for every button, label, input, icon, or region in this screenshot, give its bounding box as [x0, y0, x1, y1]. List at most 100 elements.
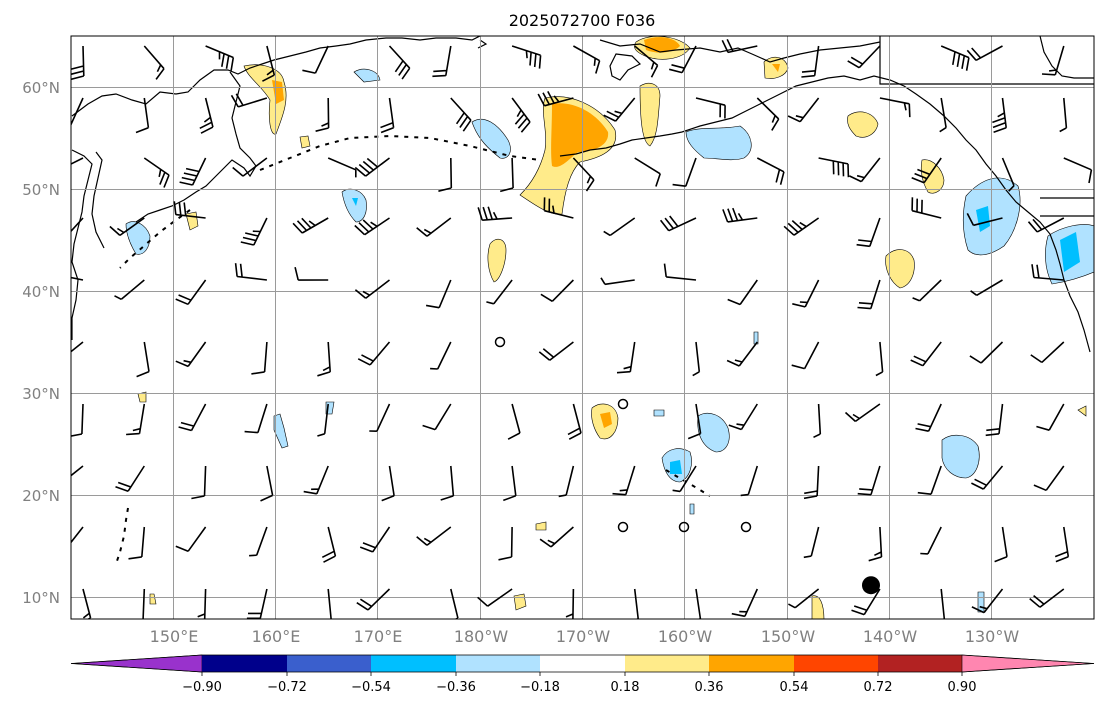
- wind-barb: [499, 157, 514, 193]
- storm-position-marker: [861, 576, 880, 595]
- wind-barb: [910, 341, 942, 367]
- calm-circle: [740, 521, 752, 533]
- lat-label: 20°N: [22, 487, 60, 505]
- wind-barb: [1031, 264, 1064, 281]
- wind-barb: [205, 45, 235, 71]
- wind-barb: [844, 403, 881, 423]
- wind-barb: [240, 217, 268, 246]
- wind-barb: [1059, 97, 1068, 133]
- wind-barb: [175, 341, 207, 368]
- lon-label: 160°W: [658, 627, 713, 646]
- wind-barb: [82, 588, 92, 619]
- wind-barb: [727, 279, 758, 306]
- wind-barb: [359, 526, 391, 553]
- wind-barb: [966, 213, 1003, 227]
- wind-barb: [327, 157, 357, 178]
- calm-circle: [494, 336, 506, 348]
- wind-barb: [140, 588, 146, 619]
- wind-barb: [294, 267, 329, 281]
- wind-barb: [143, 157, 170, 188]
- wind-barb: [71, 526, 84, 544]
- wind-barb: [917, 465, 942, 495]
- wind-barb: [970, 279, 1003, 296]
- wind-barb: [317, 341, 331, 377]
- wind-barb: [292, 217, 329, 234]
- wind-barb: [71, 217, 84, 233]
- lon-label: 160°E: [252, 627, 301, 646]
- calm-circle: [617, 398, 629, 410]
- wind-barb: [875, 341, 884, 377]
- wind-barb: [985, 403, 1004, 437]
- colorbar-tick-label: 0.18: [611, 680, 640, 695]
- wind-barb: [109, 217, 145, 237]
- wind-barb: [856, 217, 881, 248]
- lat-label: 40°N: [22, 283, 60, 301]
- wind-barb: [357, 341, 391, 366]
- wind-barb: [317, 403, 329, 437]
- wind-barb: [425, 279, 452, 309]
- wind-barb: [672, 465, 697, 493]
- wind-barb: [128, 526, 146, 560]
- wind-barb: [249, 526, 268, 557]
- wind-barb: [507, 403, 521, 440]
- wind-barb: [787, 97, 820, 123]
- colorbar-tick-label: 0.90: [948, 680, 977, 695]
- wind-barb: [851, 588, 881, 616]
- wind-barb: [246, 588, 268, 619]
- wind-barb: [558, 465, 575, 498]
- wind-barb: [567, 403, 582, 440]
- wind-barb: [135, 97, 150, 134]
- wind-barb: [440, 465, 455, 501]
- wind-barb: [659, 215, 697, 232]
- lat-label: 10°N: [22, 589, 60, 607]
- wind-barb: [486, 279, 513, 305]
- wind-barb: [498, 526, 513, 561]
- wind-barb: [731, 588, 759, 618]
- colorbar-segment: [794, 655, 878, 672]
- map-title: 2025072700 F036: [509, 11, 656, 30]
- lon-label: 140°W: [863, 627, 918, 646]
- wind-barb: [756, 97, 780, 131]
- latitude-labels: 60°N 50°N 40°N 30°N 20°N 10°N: [22, 79, 60, 607]
- wind-barb: [539, 526, 574, 548]
- wind-barb: [71, 45, 85, 81]
- wind-barb: [803, 465, 820, 500]
- wind-barb: [511, 97, 531, 133]
- wind-barb: [232, 157, 268, 177]
- wind-barb: [114, 279, 145, 301]
- wind-barb: [940, 588, 946, 619]
- wind-barb: [971, 588, 1004, 614]
- wind-barb: [848, 157, 881, 183]
- wind-barb: [1001, 157, 1015, 192]
- wind-barb: [783, 217, 820, 236]
- colorbar-segment: [540, 655, 625, 672]
- gridlines: [71, 36, 1094, 619]
- wind-barb: [115, 465, 145, 492]
- colorbar-segment: [287, 655, 371, 672]
- lon-label: 150°W: [761, 627, 816, 646]
- wind-barb: [573, 45, 601, 74]
- wind-barb: [71, 97, 84, 126]
- wind-barb: [603, 217, 636, 237]
- wind-barb: [915, 403, 942, 432]
- wind-barb: [1036, 403, 1065, 431]
- wind-barb: [356, 588, 391, 611]
- wind-barb: [173, 201, 206, 219]
- wind-barb: [1027, 217, 1065, 233]
- lon-label: 130°W: [965, 627, 1020, 646]
- wind-barb: [847, 45, 881, 69]
- wind-barb: [1030, 341, 1065, 364]
- wind-barb: [911, 197, 942, 219]
- wind-barbs: [71, 38, 1093, 619]
- wind-barb: [879, 97, 911, 118]
- wind-barb: [199, 97, 214, 134]
- wind-barb: [687, 403, 702, 440]
- wind-barb: [663, 263, 697, 281]
- colorbar-segment: [878, 655, 962, 672]
- wind-barb: [422, 403, 452, 431]
- wind-barb: [818, 157, 850, 178]
- lon-label: 180°W: [454, 627, 509, 646]
- wind-barb: [388, 45, 411, 80]
- wind-barb: [801, 45, 820, 78]
